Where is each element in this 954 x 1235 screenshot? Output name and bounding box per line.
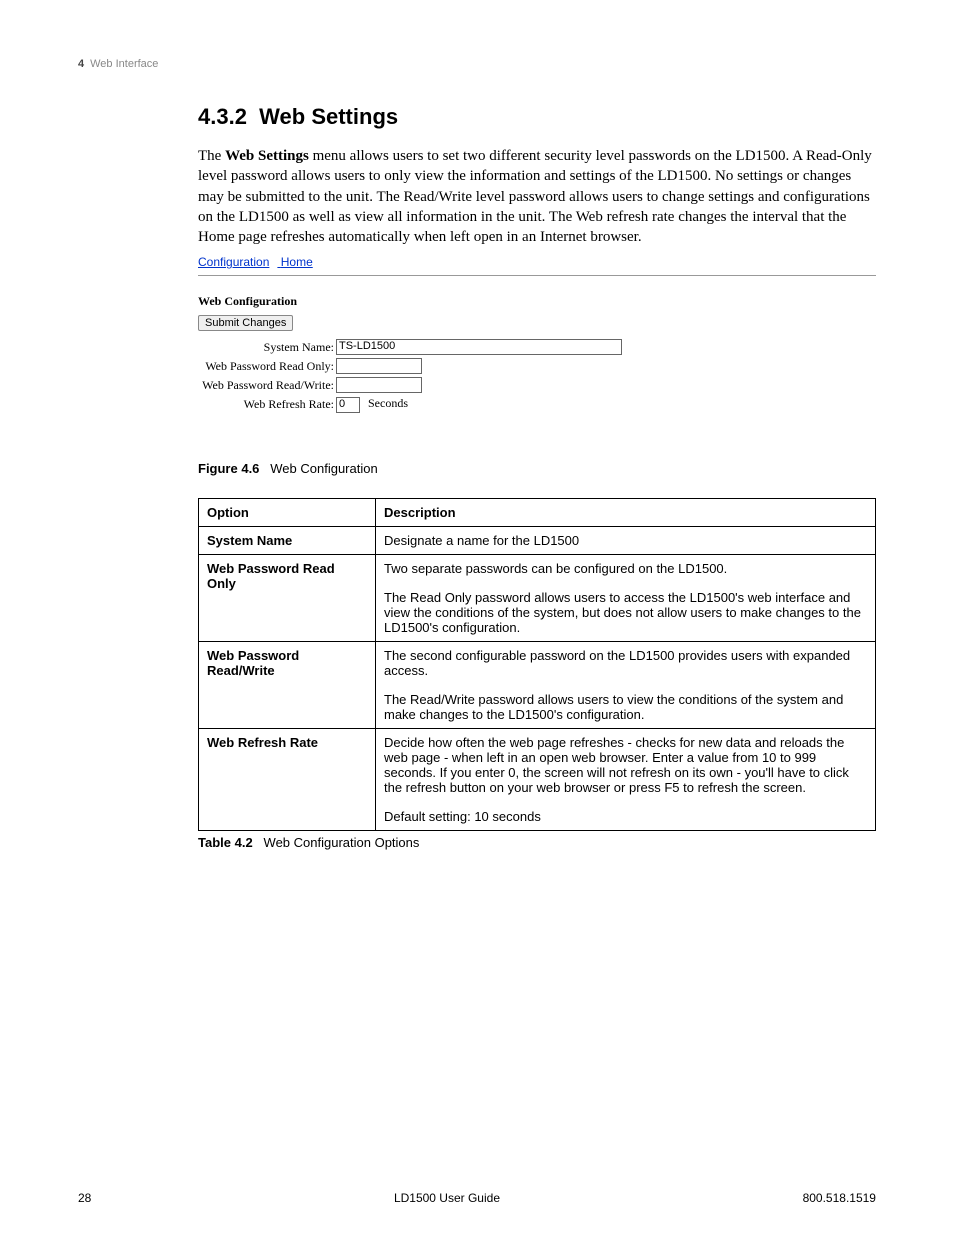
web-config-heading: Web Configuration: [198, 294, 876, 309]
web-config-screenshot: Configuration Home Web Configuration Sub…: [198, 255, 876, 412]
intro-paragraph: The Web Settings menu allows users to se…: [198, 146, 876, 247]
section-title: Web Settings: [259, 104, 398, 129]
refresh-input[interactable]: 0: [336, 397, 360, 413]
th-description: Description: [376, 498, 876, 526]
pwd-ro-input[interactable]: [336, 358, 422, 374]
figure-text: Web Configuration: [270, 461, 377, 476]
options-table: Option Description System Name Designate…: [198, 498, 876, 831]
divider: [198, 275, 876, 276]
link-configuration[interactable]: Configuration: [198, 255, 269, 269]
table-label: Table 4.2: [198, 835, 253, 850]
system-name-input[interactable]: TS-LD1500: [336, 339, 622, 355]
table-caption: Table 4.2 Web Configuration Options: [198, 835, 876, 850]
opt-desc: Designate a name for the LD1500: [376, 526, 876, 554]
link-home[interactable]: Home: [281, 255, 313, 269]
table-row: Web Password Read/Write The second confi…: [199, 641, 876, 728]
main-content: 4.3.2 Web Settings The Web Settings menu…: [198, 104, 876, 850]
chapter-number: 4: [78, 58, 84, 70]
th-option: Option: [199, 498, 376, 526]
page-footer: 28 LD1500 User Guide 800.518.1519: [78, 1191, 876, 1205]
opt-desc: Two separate passwords can be configured…: [376, 554, 876, 641]
opt-name: Web Password Read/Write: [199, 641, 376, 728]
section-number: 4.3.2: [198, 104, 247, 129]
opt-name: Web Refresh Rate: [199, 728, 376, 830]
footer-right: 800.518.1519: [803, 1191, 876, 1205]
page-header: 4 Web Interface: [78, 58, 876, 70]
footer-center: LD1500 User Guide: [394, 1191, 500, 1205]
opt-name: System Name: [199, 526, 376, 554]
table-row: System Name Designate a name for the LD1…: [199, 526, 876, 554]
web-config-form: System Name:TS-LD1500 Web Password Read …: [198, 339, 876, 412]
refresh-label: Web Refresh Rate:: [198, 397, 334, 412]
refresh-unit: Seconds: [368, 396, 408, 410]
figure-caption: Figure 4.6 Web Configuration: [198, 461, 876, 476]
pwd-ro-label: Web Password Read Only:: [198, 359, 334, 374]
table-row: Web Password Read Only Two separate pass…: [199, 554, 876, 641]
system-name-label: System Name:: [198, 340, 334, 355]
pwd-rw-input[interactable]: [336, 377, 422, 393]
chapter-title: Web Interface: [90, 58, 158, 70]
table-row: Web Refresh Rate Decide how often the we…: [199, 728, 876, 830]
footer-page: 28: [78, 1191, 91, 1205]
breadcrumb-links: Configuration Home: [198, 255, 876, 269]
opt-desc: The second configurable password on the …: [376, 641, 876, 728]
submit-changes-button[interactable]: Submit Changes: [198, 315, 293, 331]
section-heading: 4.3.2 Web Settings: [198, 104, 876, 130]
table-text: Web Configuration Options: [264, 835, 420, 850]
opt-desc: Decide how often the web page refreshes …: [376, 728, 876, 830]
pwd-rw-label: Web Password Read/Write:: [198, 378, 334, 393]
opt-name: Web Password Read Only: [199, 554, 376, 641]
figure-label: Figure 4.6: [198, 461, 259, 476]
